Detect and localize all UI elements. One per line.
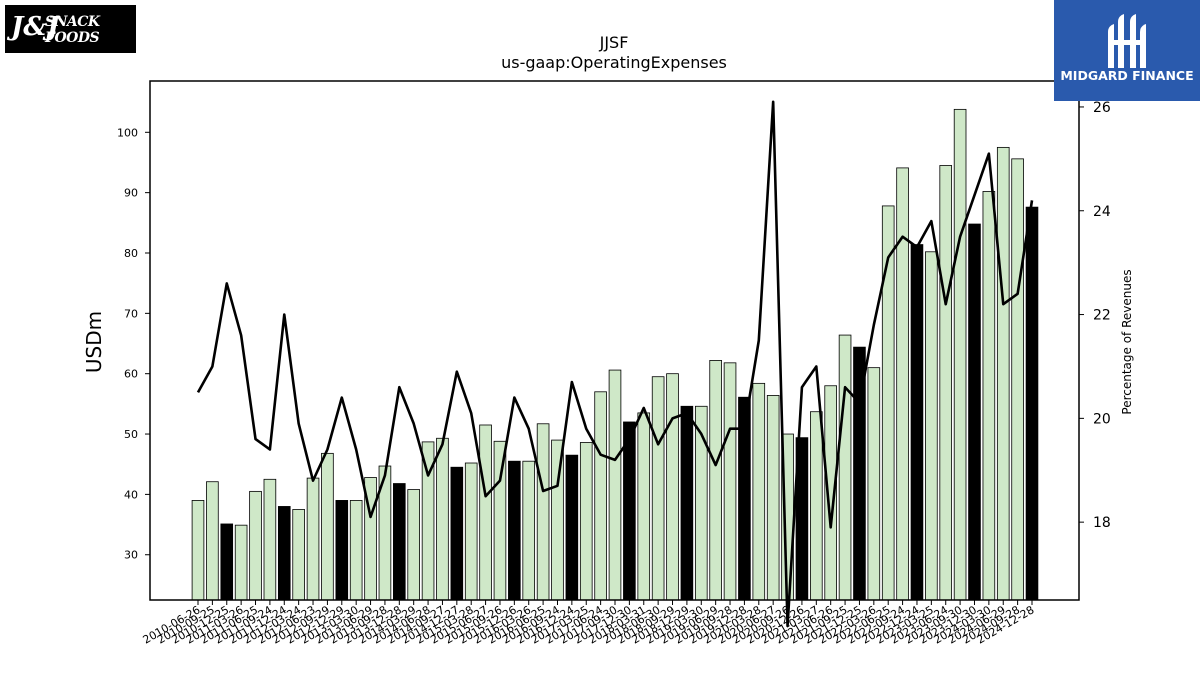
bar-2023-12-30 [968,223,981,601]
y-tick-label: 30 [124,549,138,562]
logo-mark: J&J [11,12,60,42]
bar-2024-09-28 [1011,158,1024,601]
bar-2015-12-26 [508,460,521,601]
bar-2024-03-30 [982,191,996,601]
bar-2016-12-24 [565,454,579,601]
bar-2021-03-27 [810,411,823,601]
bar-2017-09-30 [608,369,622,601]
bar-2010-12-25 [220,523,234,601]
y2-tick-label: 26 [1093,100,1111,116]
bar-2023-09-30 [953,108,967,601]
y-tick-label: 80 [124,247,138,260]
y2-tick-label: 18 [1093,515,1111,531]
bar-2014-03-29 [407,489,420,601]
bar-2012-09-29 [321,452,334,601]
chart-subtitle: us-gaap:OperatingExpenses [501,53,727,72]
y-axis-right: 18 20 22 24 26 [1079,100,1111,531]
bar-2018-06-30 [651,376,665,601]
y-tick-label: 50 [124,428,138,441]
bar-2011-09-24 [263,478,277,601]
bar-2022-12-24 [910,244,924,601]
line-layer [196,100,1034,628]
bar-2023-06-24 [939,165,953,601]
bar-2016-06-25 [536,423,550,601]
y-tick-label: 40 [124,488,138,501]
bar-2014-09-27 [436,437,449,601]
y-tick-label: 90 [124,187,138,200]
y2-tick-label: 20 [1093,411,1111,427]
y-tick-label: 60 [124,368,138,381]
bar-2010-09-25 [206,481,219,601]
midgard-finance-logo: MIDGARD FINANCE [1054,0,1200,101]
bar-2011-06-25 [249,490,262,601]
y2-tick-label: 22 [1093,308,1111,324]
bar-2017-06-24 [594,391,607,601]
y-tick-label: 100 [117,126,138,139]
chart-title: JJSF [599,33,629,52]
bar-2023-03-25 [925,251,938,601]
bar-2021-09-25 [838,334,852,601]
bar-2022-06-25 [881,205,895,601]
bar-2015-06-27 [479,424,492,601]
logo-brand-text: SNACK FOODS [45,14,100,46]
bar-2011-03-26 [234,524,248,601]
bar-2012-03-24 [292,509,305,601]
bar-2024-06-29 [996,146,1010,601]
bar-2013-03-30 [349,500,363,601]
y2-axis-label: Percentage of Revenues [1120,269,1134,414]
bar-2010-06-26 [191,500,205,601]
y-tick-label: 70 [124,307,138,320]
bar-2018-09-29 [666,373,679,601]
bar-2017-03-25 [579,442,593,601]
bar-2018-12-29 [680,405,694,601]
y-axis-left: 30 40 50 60 70 80 90 100 [117,126,150,562]
logo-right-name: MIDGARD FINANCE [1060,68,1194,83]
bar-2012-06-23 [306,477,320,601]
bar-2015-09-26 [493,440,507,601]
bar-2020-03-28 [752,382,766,601]
bars-layer [191,108,1039,601]
bar-2014-12-27 [450,466,464,601]
bar-2012-12-29 [335,500,349,601]
bar-2022-03-26 [867,367,881,601]
bar-2011-12-24 [277,506,291,601]
jj-snack-foods-logo: J&J SNACK FOODS [5,5,136,53]
bar-2017-12-30 [623,421,636,601]
pct-revenue-line [196,100,1034,628]
bar-2020-06-27 [766,395,780,601]
y-axis-label: USDm [82,311,106,373]
bar-2015-03-28 [464,462,478,601]
bar-2024-12-28 [1025,206,1039,601]
bar-2019-09-28 [723,362,737,601]
bar-2013-12-28 [393,483,406,601]
x-axis: 2010-06-262010-09-252010-12-252011-03-26… [141,600,1037,647]
bar-2018-03-31 [637,412,651,601]
bar-2016-03-26 [522,460,536,601]
bar-2022-09-24 [896,167,909,601]
y2-tick-label: 24 [1093,204,1111,220]
bar-2019-06-29 [709,360,722,601]
midgard-emblem-icon [1108,14,1146,68]
